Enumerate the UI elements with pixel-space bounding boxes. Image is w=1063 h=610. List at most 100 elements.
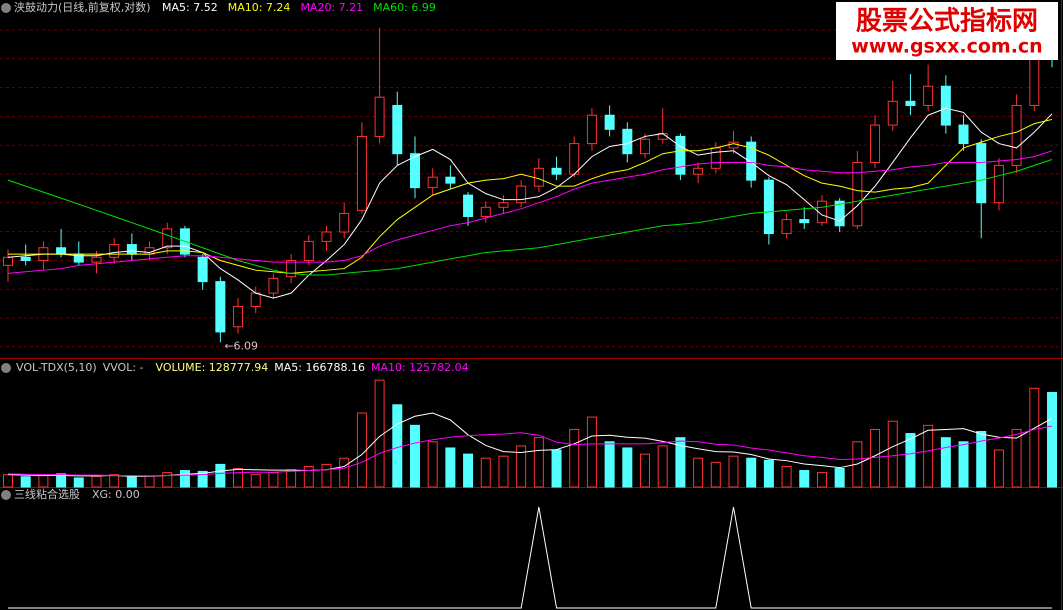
candle-body	[463, 194, 474, 217]
volume-legend: VVOL: -	[103, 361, 144, 374]
candle-body	[675, 135, 686, 175]
candle-body	[569, 143, 580, 175]
watermark-url: www.gsxx.com.cn	[851, 36, 1042, 58]
volume-bar	[657, 445, 668, 488]
candle-body	[586, 114, 597, 145]
volume-bar	[763, 459, 774, 488]
candle-body	[498, 202, 509, 208]
volume-bar	[73, 477, 84, 488]
ma-line	[7, 107, 1053, 299]
volume-bar	[374, 379, 385, 488]
volume-bar	[3, 474, 13, 488]
candle-body	[604, 114, 615, 130]
volume-header: VOL-TDX(5,10) VVOL: - VOLUME: 128777.94 MA5…	[16, 361, 469, 374]
volume-bar	[799, 470, 810, 488]
candle-body	[746, 141, 757, 181]
volume-ma-line	[7, 412, 1053, 477]
candle-body	[126, 244, 137, 255]
candle-body	[233, 305, 244, 328]
candle-body	[781, 219, 792, 235]
volume-bar	[498, 455, 509, 488]
volume-legend: VOL-TDX(5,10)	[16, 361, 97, 374]
candle-body	[710, 147, 721, 169]
volume-bar	[516, 445, 527, 488]
volume-bar	[834, 468, 845, 488]
volume-bar	[958, 441, 969, 488]
volume-bar	[197, 470, 208, 488]
candle-body	[1011, 104, 1022, 166]
volume-bar	[746, 457, 757, 488]
candle-body	[693, 167, 704, 175]
ma-line	[7, 159, 1053, 276]
panel-icon	[1, 3, 11, 13]
candle-body	[20, 256, 31, 262]
ma-line	[8, 118, 1053, 274]
chart-title: 浃鼓动力(日线,前复权,对数)	[14, 0, 151, 14]
candle-body	[427, 176, 438, 189]
candle-body	[958, 124, 969, 145]
candle-body	[250, 292, 261, 307]
low-annotation: ←6.09	[224, 339, 258, 352]
legend-entry: MA20: 7.21	[300, 1, 363, 14]
legend-entry: MA5: 7.52	[162, 1, 218, 14]
volume-bar	[56, 473, 67, 488]
volume-bar	[710, 461, 721, 488]
volume-bar	[179, 470, 190, 488]
candle-body	[339, 212, 350, 233]
volume-bar	[286, 469, 297, 488]
volume-bar	[215, 463, 226, 488]
candle-body	[445, 176, 456, 184]
volume-bar	[233, 468, 244, 488]
candle-body	[993, 164, 1004, 204]
candle-body	[197, 256, 208, 283]
ma-line	[7, 150, 1053, 274]
marks: ←6.09	[3, 15, 1057, 609]
volume-bar	[339, 457, 350, 488]
candle-body	[905, 100, 916, 106]
panel-icon	[1, 363, 11, 373]
volume-bar	[356, 412, 367, 488]
price-header: 浃鼓动力(日线,前复权,对数) MA5: 7.52 MA10: 7.24 MA20:…	[14, 0, 436, 14]
candle-body	[409, 153, 420, 189]
volume-bar	[640, 453, 651, 488]
candle-body	[215, 281, 226, 333]
volume-bar	[480, 457, 491, 488]
candle-body	[91, 256, 102, 263]
candle-body	[286, 260, 297, 278]
panel-icon	[1, 490, 11, 500]
volume-bar	[392, 404, 403, 488]
candle-body	[622, 128, 633, 155]
volume-bar	[923, 424, 934, 488]
candle-body	[162, 228, 173, 249]
volume-legend: VOLUME: 128777.94	[156, 361, 269, 374]
candle-body	[551, 167, 562, 175]
candle-body	[533, 167, 544, 187]
volume-bar	[816, 472, 827, 488]
volume-bar	[250, 474, 261, 488]
volume-bar	[976, 431, 987, 488]
watermark-box	[836, 2, 1058, 60]
volume-bar	[887, 420, 898, 488]
candle-body	[728, 141, 739, 149]
volume-bar	[1047, 391, 1057, 488]
candle-body	[3, 256, 13, 266]
candle-body	[392, 104, 403, 155]
candle-body	[887, 100, 898, 126]
volume-bar	[551, 449, 562, 488]
candle-body	[356, 135, 367, 211]
volume-bar	[569, 428, 580, 488]
volume-bar	[409, 424, 420, 488]
volume-bar	[303, 465, 314, 488]
watermark-title: 股票公式指标网	[856, 7, 1038, 37]
candle-body	[303, 240, 314, 262]
volume-bar	[586, 416, 597, 488]
candle-body	[374, 96, 385, 137]
candle-body	[834, 200, 845, 227]
volume-bar	[268, 472, 279, 488]
candle-body	[763, 179, 774, 235]
candle-body	[321, 231, 332, 242]
indicator-title: 三线粘合选股	[14, 487, 80, 501]
volume-bar	[126, 476, 137, 488]
